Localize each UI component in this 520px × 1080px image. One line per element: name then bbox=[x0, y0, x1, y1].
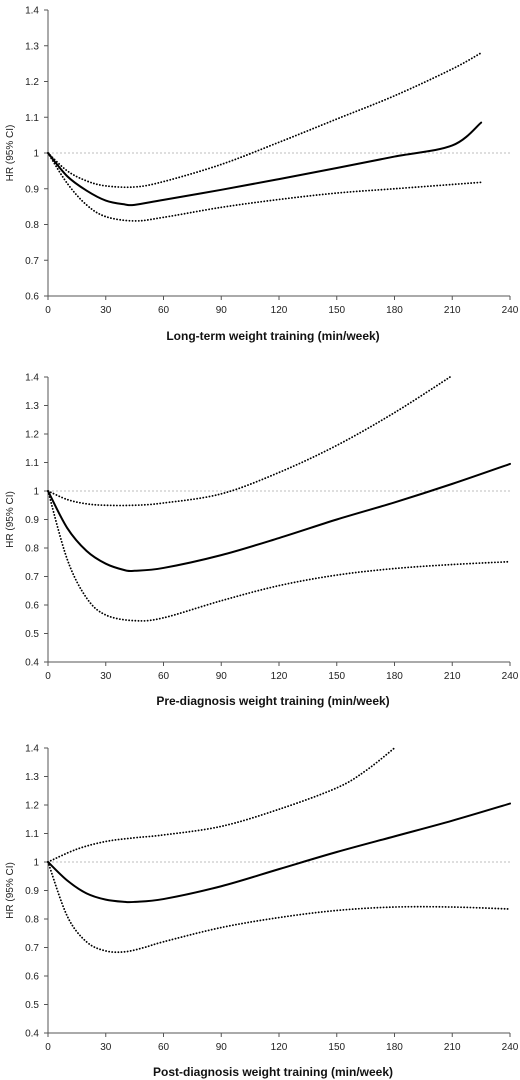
panel-b-lower-ci-line bbox=[47, 490, 511, 622]
panel-a-xtick-label: 180 bbox=[386, 305, 403, 316]
panel-b-ytick-label: 1 bbox=[33, 487, 39, 498]
panel-b-xtick-label: 120 bbox=[271, 671, 288, 682]
panel-a-y-axis-label: HR (95% CI) bbox=[5, 125, 16, 182]
panel-a-xtick-label: 120 bbox=[271, 305, 288, 316]
panel-c-x-axis-label: Post-diagnosis weight training (min/week… bbox=[153, 1065, 393, 1079]
panel-c-ytick-label: 0.9 bbox=[25, 886, 39, 897]
panel-c-xtick-label: 0 bbox=[45, 1042, 51, 1053]
panel-b-ytick-label: 1.2 bbox=[25, 430, 39, 441]
panel-b-xtick-label: 60 bbox=[158, 671, 170, 682]
panel-c-ytick-label: 0.6 bbox=[25, 972, 39, 983]
panel-c-upper-ci-line bbox=[47, 747, 396, 863]
panel-a-upper-ci-line bbox=[47, 52, 483, 189]
panel-a-xtick-label: 240 bbox=[502, 305, 519, 316]
panel-a-ytick-label: 1.4 bbox=[25, 6, 39, 17]
panel-c-ytick-label: 0.4 bbox=[25, 1029, 39, 1040]
panel-c-xtick-label: 90 bbox=[216, 1042, 228, 1053]
panel-b-xtick-label: 180 bbox=[386, 671, 403, 682]
panel-c-ytick-label: 1.4 bbox=[25, 744, 39, 755]
panel-c-xtick-label: 180 bbox=[386, 1042, 403, 1053]
panel-b-y-axis-label: HR (95% CI) bbox=[5, 491, 16, 548]
panel-b-xtick-label: 210 bbox=[444, 671, 461, 682]
panel-a-ytick-label: 0.9 bbox=[25, 184, 39, 195]
panel-c-ytick-label: 0.5 bbox=[25, 1000, 39, 1011]
panel-a-ytick-label: 0.6 bbox=[25, 292, 39, 303]
panel-b-upper-ci-line bbox=[47, 374, 454, 507]
panel-a-x-axis-label: Long-term weight training (min/week) bbox=[166, 329, 379, 343]
panel-c-xtick-label: 60 bbox=[158, 1042, 170, 1053]
panel-a-xtick-label: 0 bbox=[45, 305, 51, 316]
panel-b-ytick-label: 0.7 bbox=[25, 572, 39, 583]
panel-c-hr-estimate-line bbox=[47, 802, 511, 904]
panel-b-xtick-label: 30 bbox=[100, 671, 112, 682]
panel-b-ytick-label: 0.9 bbox=[25, 515, 39, 526]
panel-a-ytick-label: 1.3 bbox=[25, 41, 39, 52]
panel-b-x-axis-label: Pre-diagnosis weight training (min/week) bbox=[156, 694, 389, 708]
panel-c-ytick-label: 1.1 bbox=[25, 829, 39, 840]
panel-a-xtick-label: 150 bbox=[328, 305, 345, 316]
panel-b-xtick-label: 0 bbox=[45, 671, 51, 682]
panel-c-ytick-label: 1.3 bbox=[25, 772, 39, 783]
panel-b-xtick-label: 90 bbox=[216, 671, 228, 682]
panel-c-xtick-label: 240 bbox=[502, 1042, 519, 1053]
panel-c-ytick-label: 1.2 bbox=[25, 801, 39, 812]
panel-a-ytick-label: 0.8 bbox=[25, 220, 39, 231]
panel-b-ytick-label: 0.5 bbox=[25, 629, 39, 640]
panel-a-ytick-label: 1 bbox=[33, 149, 39, 160]
panel-b-hr-estimate-line bbox=[47, 462, 511, 573]
panel-b-ytick-label: 1.1 bbox=[25, 458, 39, 469]
panel-a-xtick-label: 90 bbox=[216, 305, 228, 316]
panel-a-ytick-label: 0.7 bbox=[25, 256, 39, 267]
panel-a-hr-estimate-line bbox=[47, 121, 483, 207]
panel-a-lower-ci-line bbox=[47, 152, 483, 222]
panel-c-ytick-label: 0.8 bbox=[25, 915, 39, 926]
panel-a-ytick-label: 1.1 bbox=[25, 113, 39, 124]
panel-c-ytick-label: 1 bbox=[33, 858, 39, 869]
panel-c-lower-ci-line bbox=[47, 861, 511, 954]
panel-a-xtick-label: 210 bbox=[444, 305, 461, 316]
panel-a-xtick-label: 30 bbox=[100, 305, 112, 316]
panel-c-xtick-label: 210 bbox=[444, 1042, 461, 1053]
panel-a-xtick-label: 60 bbox=[158, 305, 170, 316]
panel-b-ytick-label: 0.6 bbox=[25, 601, 39, 612]
panel-c-y-axis-label: HR (95% CI) bbox=[5, 862, 16, 919]
panel-a-ytick-label: 1.2 bbox=[25, 77, 39, 88]
panel-b-ytick-label: 0.4 bbox=[25, 658, 39, 669]
panel-c-ytick-label: 0.7 bbox=[25, 943, 39, 954]
panel-b-xtick-label: 150 bbox=[328, 671, 345, 682]
panel-c-xtick-label: 150 bbox=[328, 1042, 345, 1053]
panel-c-xtick-label: 30 bbox=[100, 1042, 112, 1053]
panel-b-ytick-label: 0.8 bbox=[25, 544, 39, 555]
panel-b-ytick-label: 1.3 bbox=[25, 401, 39, 412]
panel-c-xtick-label: 120 bbox=[271, 1042, 288, 1053]
panel-b-ytick-label: 1.4 bbox=[25, 373, 39, 384]
panel-b-xtick-label: 240 bbox=[502, 671, 519, 682]
